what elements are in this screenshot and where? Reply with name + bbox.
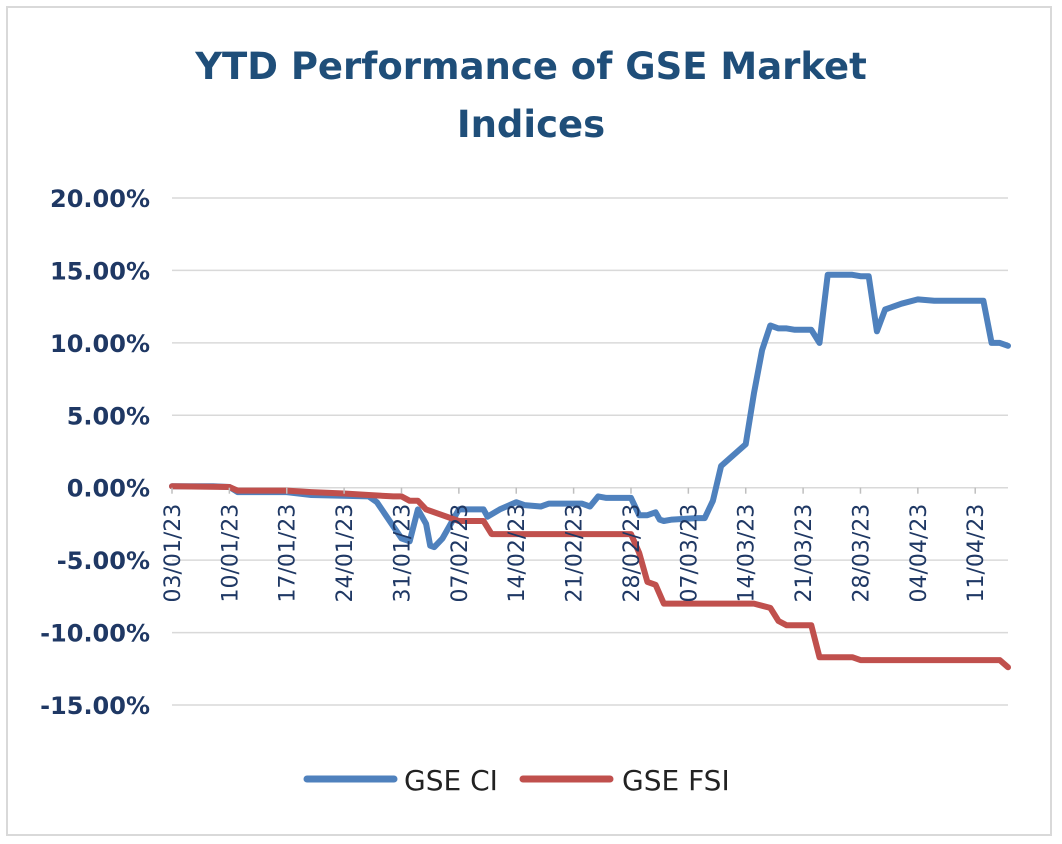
x-tick-label: 21/03/23 [792,504,817,603]
y-tick-label: 15.00% [50,257,150,285]
x-tick-label: 17/01/23 [276,504,301,603]
y-tick-label: 20.00% [50,185,150,213]
legend-label-gse-ci: GSE CI [404,764,498,797]
x-tick-label: 21/02/23 [563,504,588,603]
x-tick-label: 31/01/23 [390,504,415,603]
series-lines [169,271,1011,671]
chart-frame [6,6,1052,836]
chart-title-line-2: Indices [456,103,606,146]
x-tick-label: 10/01/23 [218,504,243,603]
x-tick-label: 24/01/23 [333,504,358,603]
chart-title: YTD Performance of GSE Market Indices [0,38,1062,154]
series-line-gse-fsi [169,483,1011,671]
y-tick-label: -10.00% [40,620,150,648]
y-tick-label: 0.00% [67,475,150,503]
x-tick-label: 03/01/23 [161,504,186,603]
y-tick-label: 5.00% [67,402,150,430]
x-tick-label: 07/03/23 [677,504,702,603]
x-tick-label: 07/02/23 [448,504,473,603]
gridlines [172,197,1008,706]
x-tick-label: 14/02/23 [505,504,530,603]
x-tick-label: 28/02/23 [620,504,645,603]
y-tick-label: 10.00% [50,330,150,358]
legend: GSE CI GSE FSI [303,764,730,797]
series-line-gse-ci [169,271,1011,551]
x-axis-ticks: 03/01/23 10/01/23 17/01/23 24/01/23 31/01/23… [161,487,989,603]
x-tick-label: 11/04/23 [964,504,989,603]
y-tick-label: -5.00% [57,547,150,575]
x-tick-label: 14/03/23 [735,504,760,603]
x-tick-label: 28/03/23 [849,504,874,603]
y-axis-ticks: 20.00% 15.00% 10.00% 5.00% 0.00% -5.00% -10.00… [40,185,150,720]
y-tick-label: -15.00% [40,692,150,720]
legend-label-gse-fsi: GSE FSI [622,764,730,797]
x-tick-label: 04/04/23 [907,504,932,603]
chart-title-line-1: YTD Performance of GSE Market [195,45,867,88]
